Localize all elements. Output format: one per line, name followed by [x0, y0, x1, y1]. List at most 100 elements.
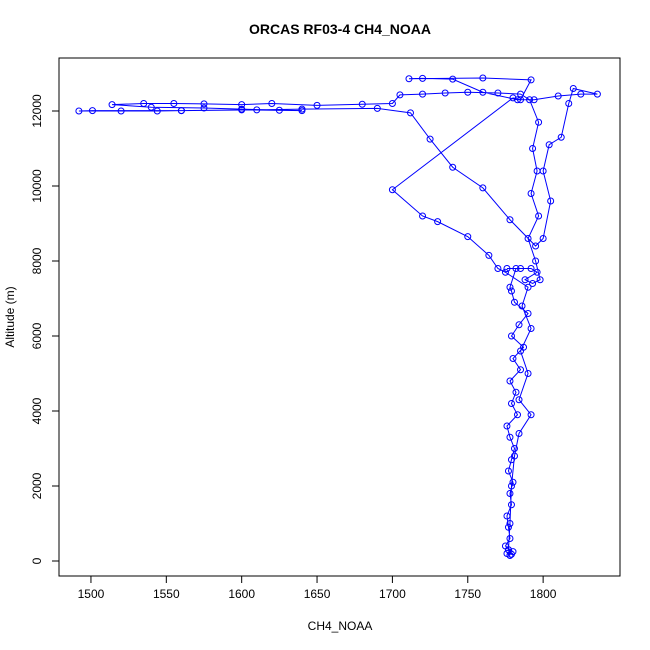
data-point — [507, 287, 515, 295]
data-point — [593, 90, 601, 98]
data-point — [506, 433, 514, 441]
data-point — [510, 444, 518, 452]
data-point — [506, 489, 514, 497]
data-point — [507, 399, 515, 407]
data-point — [515, 396, 523, 404]
data-point — [506, 551, 514, 559]
data-point — [479, 74, 487, 82]
data-point — [506, 377, 514, 385]
data-point — [177, 107, 185, 115]
data-point — [501, 268, 509, 276]
data-point — [298, 105, 306, 113]
data-point — [512, 264, 520, 272]
data-point — [524, 369, 532, 377]
data-point — [514, 411, 522, 419]
x-tick-label: 1500 — [78, 587, 105, 601]
data-point — [527, 76, 535, 84]
data-point — [517, 96, 525, 104]
y-tick-label: 0 — [30, 557, 44, 564]
data-point — [554, 92, 562, 100]
data-point — [108, 101, 116, 109]
x-tick-label: 1600 — [228, 587, 255, 601]
data-point — [464, 233, 472, 241]
data-point — [494, 264, 502, 272]
y-tick-label: 10000 — [30, 169, 44, 203]
data-point — [524, 234, 532, 242]
data-point — [532, 257, 540, 265]
data-point — [535, 118, 543, 126]
x-tick-label: 1700 — [379, 587, 406, 601]
data-point — [509, 478, 517, 486]
data-point — [406, 109, 414, 117]
data-point — [515, 429, 523, 437]
data-point — [494, 89, 502, 97]
data-point — [419, 90, 427, 98]
data-point — [238, 101, 246, 109]
data-point — [506, 283, 514, 291]
data-point — [507, 332, 515, 340]
y-tick-label: 6000 — [30, 322, 44, 349]
y-tick-label: 4000 — [30, 397, 44, 424]
data-point — [275, 106, 283, 114]
data-point — [503, 512, 511, 520]
data-point — [419, 74, 427, 82]
data-point — [140, 99, 148, 107]
x-tick-label: 1750 — [454, 587, 481, 601]
data-point — [479, 88, 487, 96]
data-point — [510, 452, 518, 460]
data-point — [577, 90, 585, 98]
data-point — [504, 467, 512, 475]
data-point — [529, 144, 537, 152]
data-point — [464, 88, 472, 96]
data-point — [419, 212, 427, 220]
data-point — [153, 107, 161, 115]
chart-title: ORCAS RF03-4 CH4_NOAA — [249, 21, 431, 37]
data-point — [539, 234, 547, 242]
data-point — [88, 107, 96, 115]
data-point — [449, 75, 457, 83]
data-point — [527, 264, 535, 272]
data-point — [506, 534, 514, 542]
x-tick-label: 1550 — [153, 587, 180, 601]
data-point — [527, 189, 535, 197]
data-point — [396, 91, 404, 99]
data-point — [200, 100, 208, 108]
data-point — [517, 347, 525, 355]
data-point — [503, 264, 511, 272]
data-point — [313, 101, 321, 109]
data-point — [253, 106, 261, 114]
data-point — [507, 501, 515, 509]
data-point — [117, 107, 125, 115]
data-point — [529, 279, 537, 287]
data-point — [504, 523, 512, 531]
data-point — [510, 298, 518, 306]
data-point — [434, 218, 442, 226]
data-point — [569, 84, 577, 92]
y-tick-label: 8000 — [30, 247, 44, 274]
data-point — [506, 216, 514, 224]
data-point — [557, 133, 565, 141]
data-point — [518, 302, 526, 310]
data-point — [170, 99, 178, 107]
data-point — [533, 268, 541, 276]
data-point — [358, 100, 366, 108]
data-point — [441, 89, 449, 97]
data-point — [512, 388, 520, 396]
data-point — [388, 99, 396, 107]
y-tick-label: 12000 — [30, 94, 44, 128]
data-point — [75, 107, 83, 115]
x-tick-label: 1800 — [530, 587, 557, 601]
y-axis-label: Altitude (m) — [3, 286, 17, 347]
data-point — [200, 104, 208, 112]
data-point — [507, 482, 515, 490]
data-point — [147, 103, 155, 111]
data-point — [545, 141, 553, 149]
data-point — [485, 251, 493, 259]
data-point — [524, 309, 532, 317]
data-point — [565, 99, 573, 107]
data-point — [509, 354, 517, 362]
data-point — [388, 186, 396, 194]
y-tick-label: 2000 — [30, 472, 44, 499]
